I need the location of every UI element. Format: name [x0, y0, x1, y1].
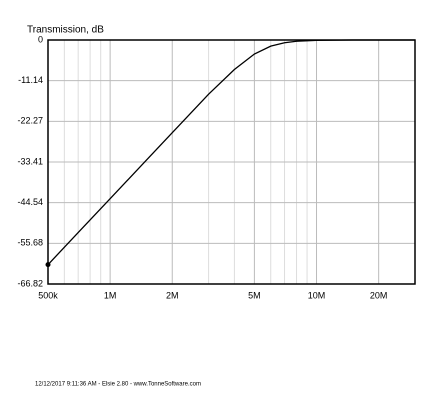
y-tick-label: 0 — [38, 34, 43, 44]
series-line — [47, 39, 415, 266]
x-tick-label: 2M — [166, 290, 179, 300]
y-tick-label: -22.27 — [17, 116, 43, 126]
x-tick-label: 20M — [370, 290, 388, 300]
y-tick-label: -11.14 — [18, 75, 43, 85]
y-tick-label: -33.41 — [17, 156, 43, 166]
footer: 12/12/2017 9:11:36 AM - Elsie 2.80 - www… — [35, 382, 201, 388]
x-tick-label: 10M — [308, 290, 326, 300]
plot-frame — [47, 39, 416, 285]
x-tick-label: 500k — [38, 290, 58, 300]
y-tick-label: -66.82 — [17, 278, 43, 288]
x-tick-label: 1M — [104, 290, 117, 300]
axis-title: Transmission, dB — [27, 25, 104, 36]
x-tick-label: 5M — [248, 290, 261, 300]
start-marker — [45, 262, 51, 268]
y-tick-label: -44.54 — [17, 197, 43, 207]
y-tick-label: -55.68 — [17, 238, 43, 248]
